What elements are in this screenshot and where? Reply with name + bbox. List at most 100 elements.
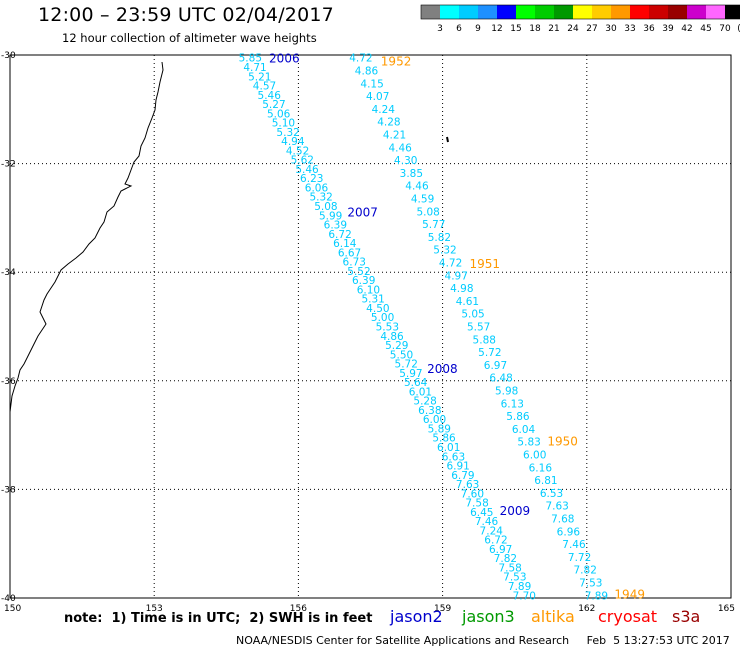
- wave-height-label: 6.39: [324, 220, 347, 232]
- legend-swatch: [630, 5, 649, 19]
- wave-height-label: 7.89: [508, 581, 531, 593]
- wave-height-label: 4.46: [388, 142, 412, 154]
- wave-height-label: 6.13: [501, 398, 524, 410]
- wave-height-label: 5.86: [432, 433, 456, 445]
- wave-height-label: 4.21: [383, 130, 406, 142]
- track-time-label: 1950: [547, 435, 578, 449]
- wave-height-label: 6.06: [305, 182, 329, 194]
- wave-height-label: 6.14: [333, 238, 357, 250]
- wave-height-label: 5.32: [309, 192, 332, 204]
- map-frame: [9, 54, 732, 599]
- wave-height-label: 5.28: [413, 396, 436, 408]
- legend-tick-label: 70: [719, 24, 731, 34]
- lon-tick-label: 162: [578, 604, 595, 614]
- satellite-legend-jason3: jason3: [462, 607, 515, 626]
- lon-tick-label: 150: [4, 604, 21, 614]
- wave-height-label: 5.08: [416, 206, 439, 218]
- legend-tick-label: (ft): [737, 24, 740, 34]
- wave-height-label: 6.53: [540, 488, 563, 500]
- legend-tick-label: 3: [437, 24, 443, 34]
- legend-swatch: [440, 5, 459, 19]
- legend-tick-label: 12: [491, 24, 502, 34]
- wave-height-label: 4.72: [349, 53, 372, 65]
- legend-tick-label: 18: [529, 24, 541, 34]
- wave-height-label: 6.96: [557, 526, 581, 538]
- legend-swatch: [554, 5, 573, 19]
- legend-tick-label: 42: [681, 24, 692, 34]
- wave-height-label: 6.04: [512, 424, 536, 436]
- wave-height-label: 4.86: [355, 66, 379, 78]
- wave-height-label: 5.97: [399, 368, 422, 380]
- legend-tick-label: 45: [700, 24, 711, 34]
- wave-height-label: 6.67: [338, 247, 361, 259]
- legend-swatch: [592, 5, 611, 19]
- island-marker: [446, 136, 449, 143]
- lat-tick-label: -30: [1, 51, 16, 61]
- legend-tick-label: 6: [456, 24, 462, 34]
- wave-height-label: 6.48: [489, 373, 512, 385]
- altimeter-track-altika: 4.724.864.154.074.244.284.214.464.303.85…: [349, 53, 645, 603]
- map-grid: 150 153 156 159 162 165 -30 -32 -34 -36 -38 -40: [1, 51, 735, 614]
- wave-height-label: 5.00: [371, 312, 394, 324]
- legend-swatch: [725, 5, 740, 19]
- wave-height-label: 5.88: [473, 334, 496, 346]
- wave-height-label: 7.72: [568, 552, 591, 564]
- wave-height-label: 7.24: [480, 525, 504, 537]
- legend-tick-label: 33: [624, 24, 635, 34]
- wave-height-label: 5.46: [258, 90, 282, 102]
- legend-tick-label: 27: [586, 24, 597, 34]
- lat-tick-label: -34: [1, 268, 16, 278]
- wave-height-label: 5.52: [347, 266, 370, 278]
- wave-height-label: 4.24: [372, 104, 396, 116]
- wave-height-label: 6.97: [489, 544, 512, 556]
- legend-swatch: [611, 5, 630, 19]
- wave-height-label: 6.72: [484, 535, 507, 547]
- wave-height-label: 4.30: [394, 155, 417, 167]
- wave-height-label: 5.99: [319, 210, 342, 222]
- wave-height-label: 7.63: [456, 479, 479, 491]
- legend-tick-label: 36: [643, 24, 655, 34]
- footer-note: note: 1) Time is in UTC; 2) SWH is in fe…: [64, 611, 373, 626]
- wave-height-label: 5.32: [276, 127, 299, 139]
- wave-height-label: 5.86: [506, 411, 530, 423]
- lon-tick-label: 165: [718, 604, 735, 614]
- wave-height-label: 7.68: [551, 513, 574, 525]
- wave-height-label: 5.57: [467, 322, 490, 334]
- wave-height-label: 5.21: [248, 71, 271, 83]
- lat-tick-label: -40: [1, 594, 16, 604]
- wave-height-label: 4.07: [366, 91, 389, 103]
- wave-height-label: 5.08: [314, 201, 337, 213]
- wave-height-label: 5.98: [495, 385, 518, 397]
- legend-tick-label: 30: [605, 24, 617, 34]
- satellite-legend-cryosat: cryosat: [598, 607, 658, 626]
- wave-height-label: 6.73: [343, 257, 366, 269]
- lat-tick-label: -32: [1, 160, 16, 170]
- wave-height-label: 4.46: [405, 181, 429, 193]
- track-time-label: 2009: [500, 504, 531, 518]
- legend-swatch: [573, 5, 592, 19]
- wave-height-label: 7.58: [498, 562, 521, 574]
- legend-swatch: [535, 5, 554, 19]
- wave-height-label: 4.61: [456, 296, 479, 308]
- wave-height-label: 6.81: [534, 475, 557, 487]
- wave-height-label: 5.50: [390, 349, 413, 361]
- legend-tick-label: 21: [548, 24, 559, 34]
- wave-height-label: 5.46: [295, 164, 319, 176]
- lat-tick-label: -38: [1, 485, 16, 495]
- wave-height-label: 6.91: [446, 461, 469, 473]
- legend-swatch: [459, 5, 478, 19]
- legend-swatch: [687, 5, 706, 19]
- wave-height-label: 5.05: [461, 309, 484, 321]
- wave-height-label: 4.52: [286, 145, 309, 157]
- wave-height-label: 6.79: [451, 470, 474, 482]
- wave-height-label: 6.01: [409, 386, 432, 398]
- wave-height-label: 5.32: [433, 245, 456, 257]
- track-time-label: 1951: [470, 257, 501, 271]
- wave-height-label: 6.01: [437, 442, 460, 454]
- wave-height-label: 7.46: [475, 516, 499, 528]
- wave-height-label: 5.62: [291, 155, 314, 167]
- wave-height-label: 7.70: [513, 590, 536, 602]
- wave-height-label: 4.57: [253, 81, 276, 93]
